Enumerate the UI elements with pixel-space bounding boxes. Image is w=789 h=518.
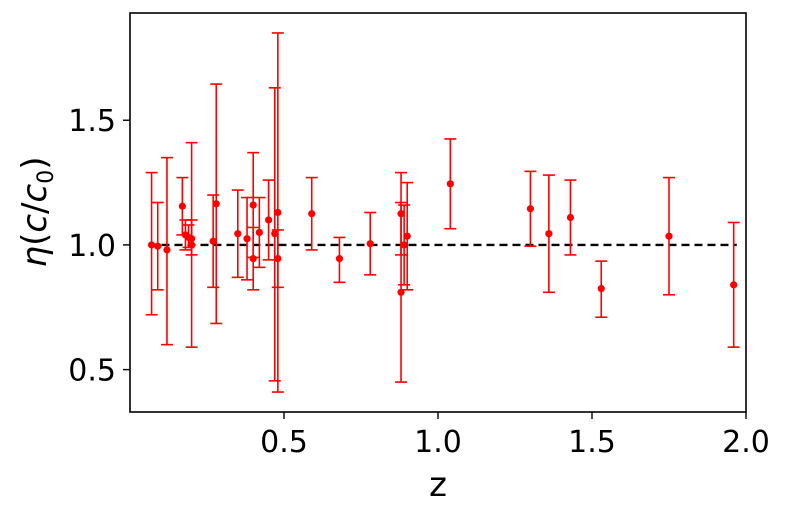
marker xyxy=(209,237,217,245)
y-axis-label-slash: / xyxy=(15,202,55,214)
data-point xyxy=(401,181,414,291)
marker xyxy=(271,230,279,238)
data-point xyxy=(145,171,158,316)
data-point xyxy=(395,201,408,383)
y-axis-label: η(c/c0) xyxy=(15,157,59,268)
marker xyxy=(243,235,251,243)
marker xyxy=(403,232,411,240)
y-tick-label: 1.0 xyxy=(68,229,116,264)
data-point xyxy=(231,189,244,279)
y-axis-label-close-paren: ) xyxy=(15,157,55,170)
y-axis-label-eta: η xyxy=(15,246,55,268)
data-point xyxy=(268,87,281,382)
x-tick-label: 0.5 xyxy=(260,425,308,460)
marker xyxy=(665,232,673,240)
x-tick-label: 1.0 xyxy=(414,425,462,460)
data-point xyxy=(271,32,284,393)
data-point xyxy=(185,219,198,256)
marker xyxy=(308,210,316,218)
data-point xyxy=(151,201,164,291)
data-point xyxy=(253,196,266,269)
plot-area xyxy=(145,32,740,393)
data-point xyxy=(542,174,555,294)
data-point xyxy=(207,194,220,289)
marker xyxy=(274,208,282,217)
x-axis-label: z xyxy=(429,465,447,505)
data-point xyxy=(210,83,223,325)
y-axis-label-c0: c xyxy=(15,183,55,202)
data-point xyxy=(305,176,318,251)
x-tick-label: 1.5 xyxy=(568,425,616,460)
marker xyxy=(163,246,171,254)
marker xyxy=(545,230,553,238)
marker xyxy=(400,241,408,249)
data-point xyxy=(160,156,173,346)
plot-frame xyxy=(129,12,747,413)
marker xyxy=(446,180,454,188)
marker xyxy=(249,201,257,209)
data-point xyxy=(398,204,411,286)
marker xyxy=(188,235,196,243)
marker xyxy=(255,228,263,237)
marker xyxy=(212,200,220,208)
marker xyxy=(249,255,257,263)
y-axis: 0.5 1.0 1.5 xyxy=(68,104,130,389)
x-tick-label: 2.0 xyxy=(722,425,770,460)
data-point xyxy=(241,196,254,281)
data-point xyxy=(364,211,377,276)
marker xyxy=(597,284,605,293)
y-axis-label-c: c xyxy=(15,214,55,233)
marker xyxy=(730,281,738,289)
y-tick-label: 0.5 xyxy=(68,354,116,389)
x-axis: 0.5 1.0 1.5 2.0 xyxy=(260,412,770,460)
data-point xyxy=(524,170,537,247)
y-axis-label-subscript: 0 xyxy=(34,170,59,184)
data-point xyxy=(176,176,189,236)
marker xyxy=(265,216,273,224)
data-point xyxy=(262,179,275,261)
data-point xyxy=(727,221,740,348)
marker xyxy=(335,255,344,263)
marker xyxy=(566,213,575,222)
data-point xyxy=(595,260,608,319)
marker xyxy=(526,205,535,213)
marker xyxy=(274,255,282,263)
data-point xyxy=(663,176,675,296)
marker xyxy=(147,241,156,249)
marker xyxy=(178,202,186,210)
marker xyxy=(234,230,242,238)
data-point xyxy=(444,138,457,230)
marker xyxy=(366,240,374,248)
data-point xyxy=(333,236,346,284)
data-point xyxy=(564,179,577,256)
marker xyxy=(154,242,162,250)
y-axis-label-open-paren: ( xyxy=(15,233,55,246)
data-point xyxy=(271,229,284,289)
y-tick-label: 1.5 xyxy=(68,104,116,139)
data-point xyxy=(247,226,260,291)
